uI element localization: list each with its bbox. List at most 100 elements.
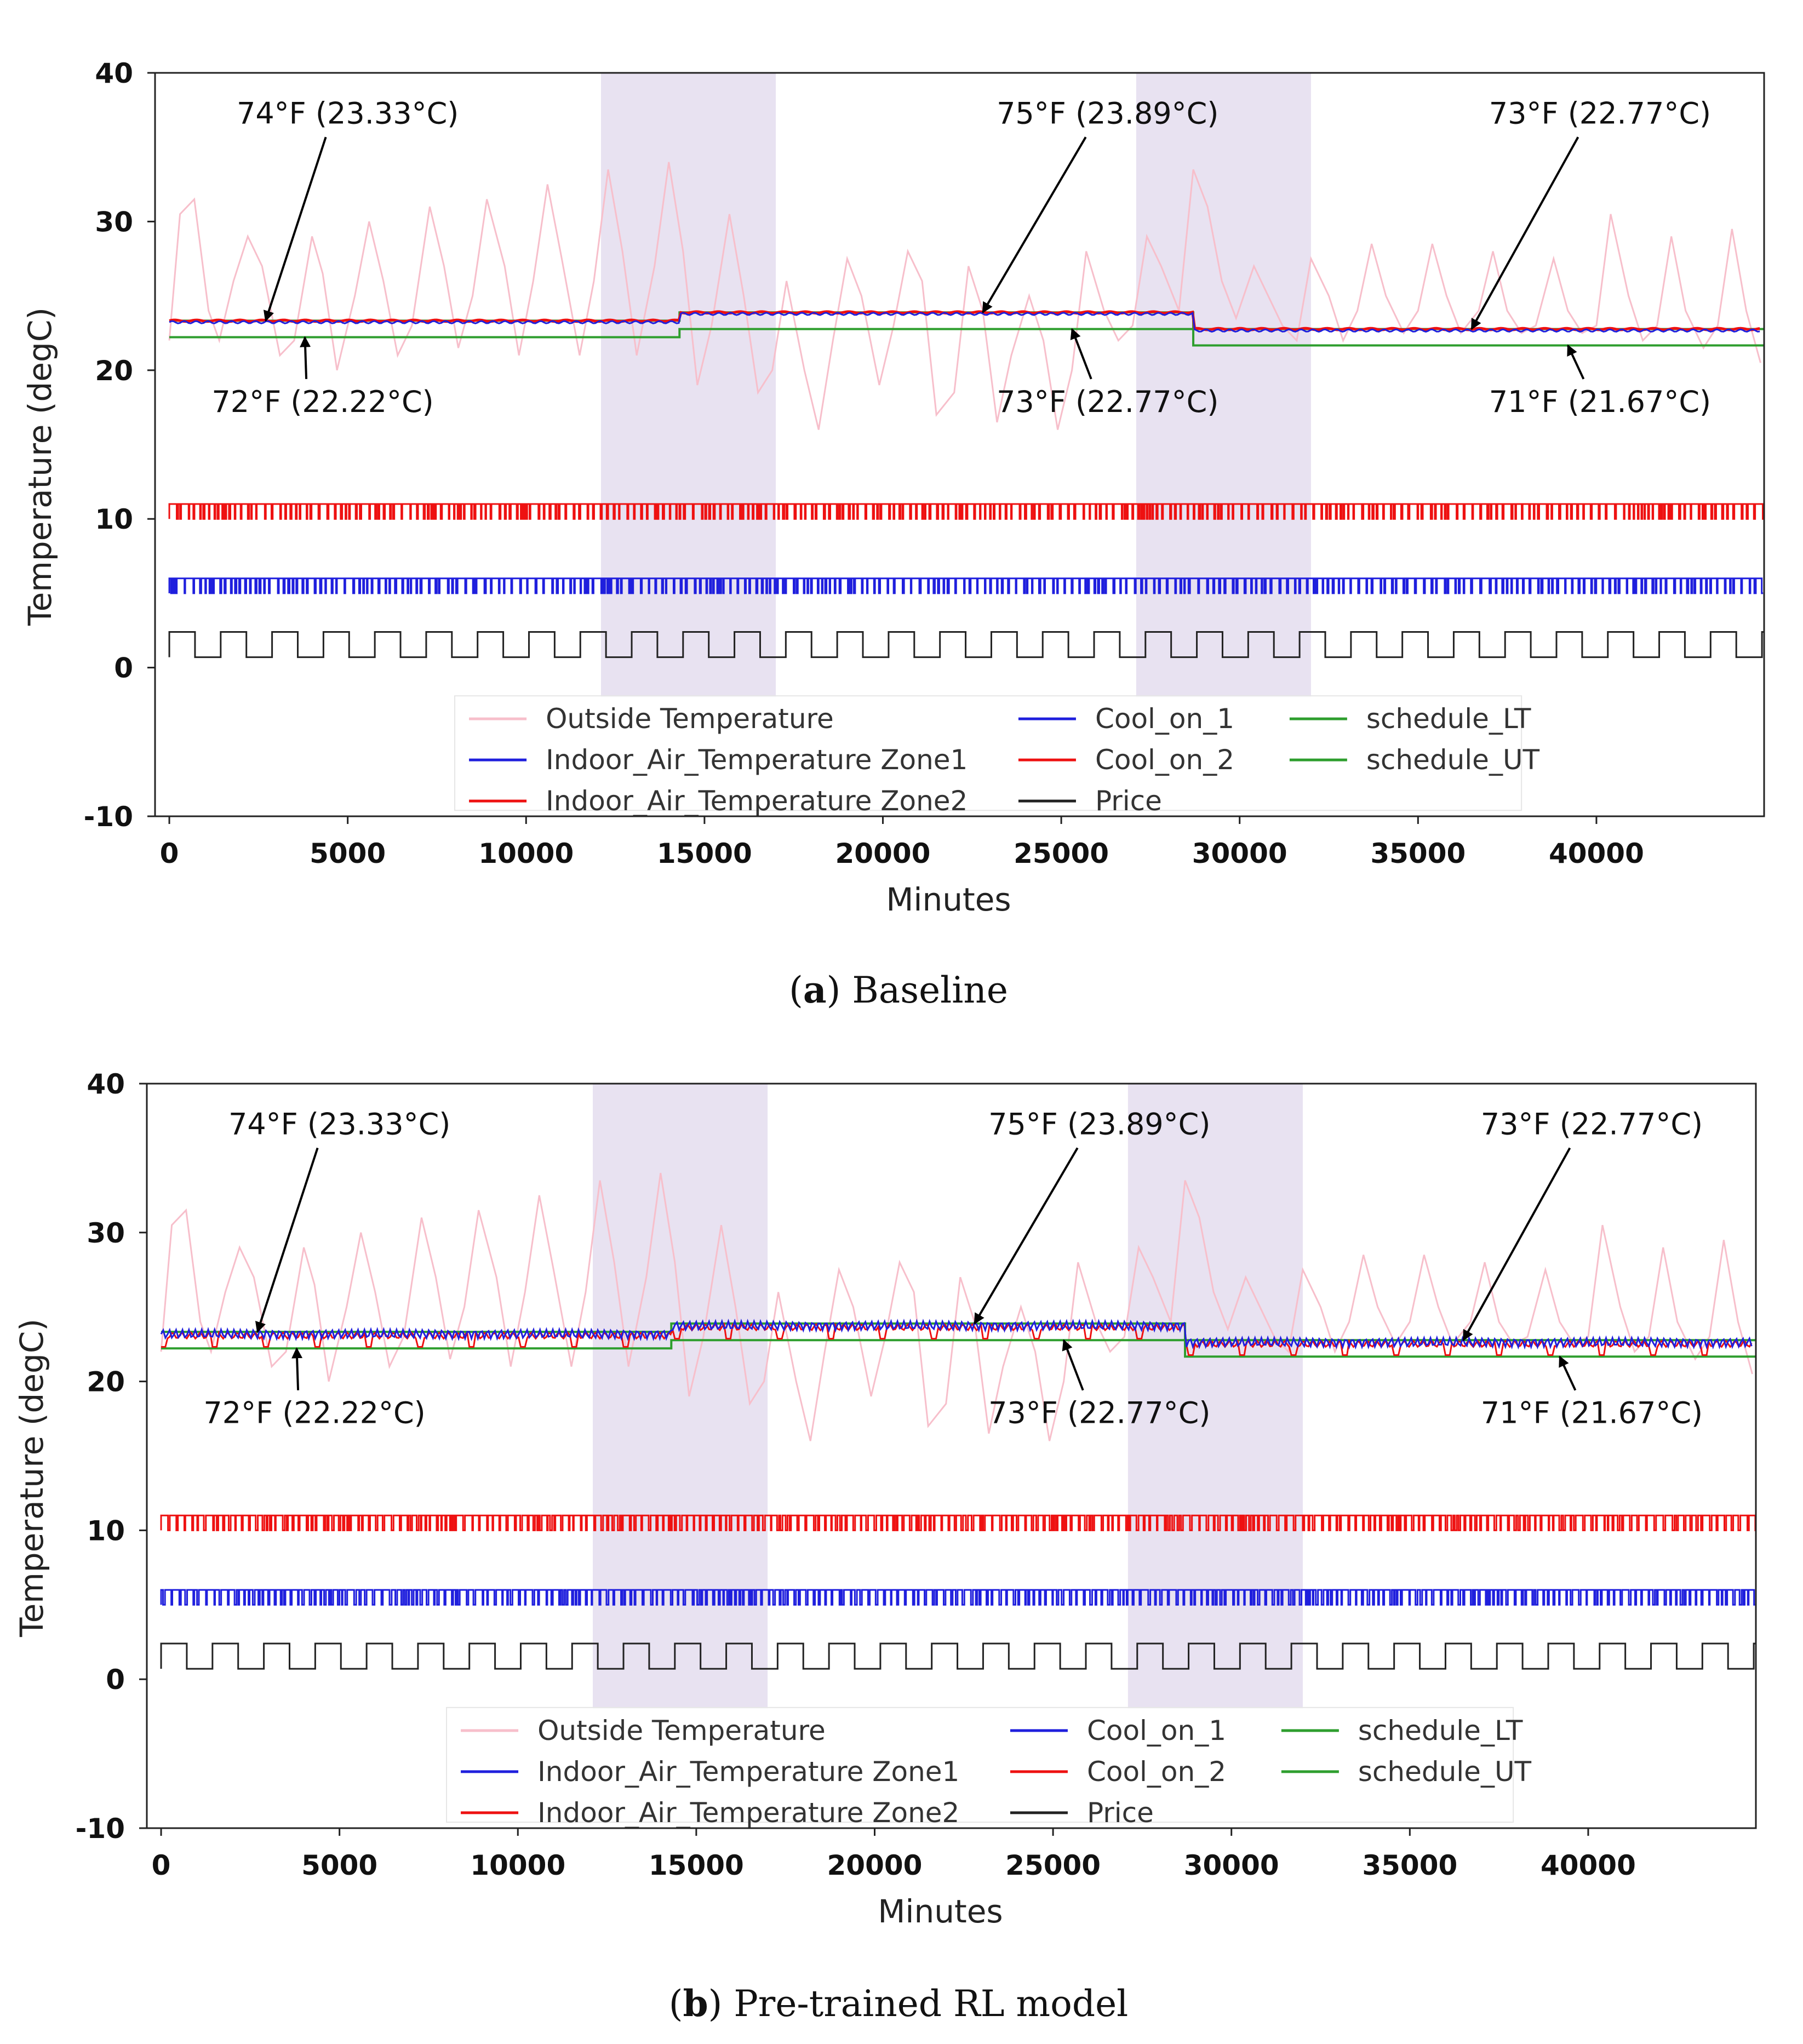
y-tick-label: 40 <box>87 1068 125 1100</box>
axes-frame <box>154 72 1765 817</box>
legend-box <box>454 695 1522 811</box>
caption-paren-close: ) <box>827 969 852 1011</box>
legend-label-2: Indoor_Air_Temperature Zone1 <box>546 744 968 776</box>
caption-paren-open: ( <box>669 1983 683 2025</box>
legend-box <box>446 1707 1514 1823</box>
annotation-arrow-5 <box>1462 1147 1571 1342</box>
legend-label-3: Indoor_Air_Temperature Zone2 <box>537 1797 959 1829</box>
legend-label-1: Outside Temperature <box>546 703 834 735</box>
series-indoor-zone2 <box>169 310 1760 331</box>
annotation-label-3: 75°F (23.89°C) <box>988 1107 1210 1141</box>
axes-frame <box>146 1083 1757 1829</box>
annotation-label-1: 74°F (23.33°C) <box>228 1107 450 1141</box>
caption-text: Baseline <box>852 969 1008 1011</box>
annotation-arrow-5 <box>1470 136 1579 330</box>
legend-label-8: schedule_UT <box>1358 1756 1532 1788</box>
caption-letter: b <box>683 1982 708 2025</box>
legend-label-3: Indoor_Air_Temperature Zone2 <box>546 785 968 817</box>
legend-label-5: Cool_on_2 <box>1087 1756 1226 1788</box>
plot-area <box>160 1084 1756 1709</box>
y-tick-label: 10 <box>87 1515 125 1547</box>
legend-label-6: Price <box>1095 785 1162 817</box>
x-tick-label: 5000 <box>301 1850 377 1881</box>
series-cool-on-2 <box>168 503 1764 520</box>
annotation-arrow-6 <box>1559 1355 1577 1391</box>
annotation-arrow-3 <box>974 1147 1079 1325</box>
x-tick-label: 25000 <box>1005 1850 1101 1881</box>
x-tick-label: 25000 <box>1014 838 1109 869</box>
y-tick-label: 20 <box>87 1366 125 1398</box>
annotation-arrow-4 <box>1070 328 1092 380</box>
y-tick-label: 30 <box>95 206 133 238</box>
chart-panel-b: 74°F (23.33°C) 72°F (22.22°C) 75°F (23.89°… <box>13 1068 1757 2025</box>
y-tick-label: 0 <box>106 1664 125 1696</box>
annotation-arrow-2 <box>291 1347 303 1390</box>
series-price <box>168 631 1764 659</box>
caption-letter: a <box>803 969 827 1011</box>
x-tick-label: 10000 <box>470 1850 565 1881</box>
x-tick-label: 10000 <box>478 838 574 869</box>
legend-label-1: Outside Temperature <box>537 1715 826 1747</box>
annotation-label-6: 71°F (21.67°C) <box>1489 385 1711 419</box>
x-tick-label: 0 <box>160 838 179 869</box>
series-cool-on-2 <box>160 1514 1756 1531</box>
series-price <box>160 1642 1756 1670</box>
series-indoor-zone1 <box>169 311 1760 333</box>
legend-label-2: Indoor_Air_Temperature Zone1 <box>537 1756 959 1788</box>
x-axis-label: Minutes <box>886 881 1011 918</box>
legend-label-6: Price <box>1087 1797 1154 1829</box>
annotation-label-5: 73°F (22.77°C) <box>1481 1107 1703 1141</box>
annotation-label-3: 75°F (23.89°C) <box>997 96 1218 130</box>
plot-area <box>168 73 1764 697</box>
annotation-arrow-1 <box>255 1147 319 1333</box>
x-tick-label: 20000 <box>835 838 931 869</box>
annotation-label-4: 73°F (22.77°C) <box>988 1396 1210 1430</box>
x-axis-label: Minutes <box>878 1893 1003 1930</box>
x-tick-label: 15000 <box>649 1850 744 1881</box>
shaded-region-1 <box>593 1084 768 1709</box>
y-tick-label: 0 <box>114 652 133 684</box>
annotation-label-4: 73°F (22.77°C) <box>997 385 1218 419</box>
x-tick-label: 35000 <box>1362 1850 1457 1881</box>
x-tick-label: 30000 <box>1192 838 1287 869</box>
annotation-arrow-4 <box>1062 1339 1084 1391</box>
chart-panel-a: 74°F (23.33°C) 72°F (22.22°C) 75°F (23.89°… <box>21 58 1765 1011</box>
y-tick-label: 40 <box>95 58 133 89</box>
series-schedule-lt <box>169 328 1764 347</box>
x-tick-label: 35000 <box>1370 838 1466 869</box>
caption-paren-open: ( <box>789 969 803 1011</box>
caption-text: Pre-trained RL model <box>734 1983 1128 2025</box>
figure-caption: (b) Pre-trained RL model <box>669 1982 1129 2025</box>
annotation-label-2: 72°F (22.22°C) <box>203 1396 425 1430</box>
annotation-label-1: 74°F (23.33°C) <box>237 96 459 130</box>
y-axis-label: Temperature (degC) <box>13 1319 50 1638</box>
series-cool-on-1 <box>160 1589 1755 1606</box>
x-tick-label: 20000 <box>827 1850 923 1881</box>
x-tick-label: 5000 <box>310 838 386 869</box>
shaded-region-1 <box>601 73 776 697</box>
series-schedule-lt <box>161 1339 1756 1358</box>
annotation-label-2: 72°F (22.22°C) <box>211 385 433 419</box>
legend-label-7: schedule_LT <box>1366 703 1531 735</box>
annotation-label-6: 71°F (21.67°C) <box>1481 1396 1703 1430</box>
x-tick-label: 15000 <box>657 838 752 869</box>
series-indoor-zone1 <box>160 1318 1753 1350</box>
x-tick-label: 40000 <box>1541 1850 1636 1881</box>
y-axis-label: Temperature (degC) <box>21 307 59 626</box>
legend-label-4: Cool_on_1 <box>1095 703 1234 735</box>
y-tick-label: -10 <box>76 1813 125 1845</box>
x-tick-label: 40000 <box>1549 838 1644 869</box>
legend: Outside Temperature Indoor_Air_Temperatur… <box>446 1707 1532 1829</box>
annotation-arrow-6 <box>1567 344 1585 380</box>
caption-paren-close: ) <box>708 1983 734 2025</box>
annotation-arrow-2 <box>300 336 311 379</box>
y-tick-label: -10 <box>84 801 133 833</box>
annotation-arrow-1 <box>263 136 327 322</box>
legend-label-5: Cool_on_2 <box>1095 744 1234 776</box>
y-tick-label: 30 <box>87 1217 125 1249</box>
figure-caption: (a) Baseline <box>789 969 1008 1011</box>
legend-label-4: Cool_on_1 <box>1087 1715 1226 1747</box>
x-tick-label: 30000 <box>1184 1850 1279 1881</box>
y-tick-label: 20 <box>95 355 133 387</box>
